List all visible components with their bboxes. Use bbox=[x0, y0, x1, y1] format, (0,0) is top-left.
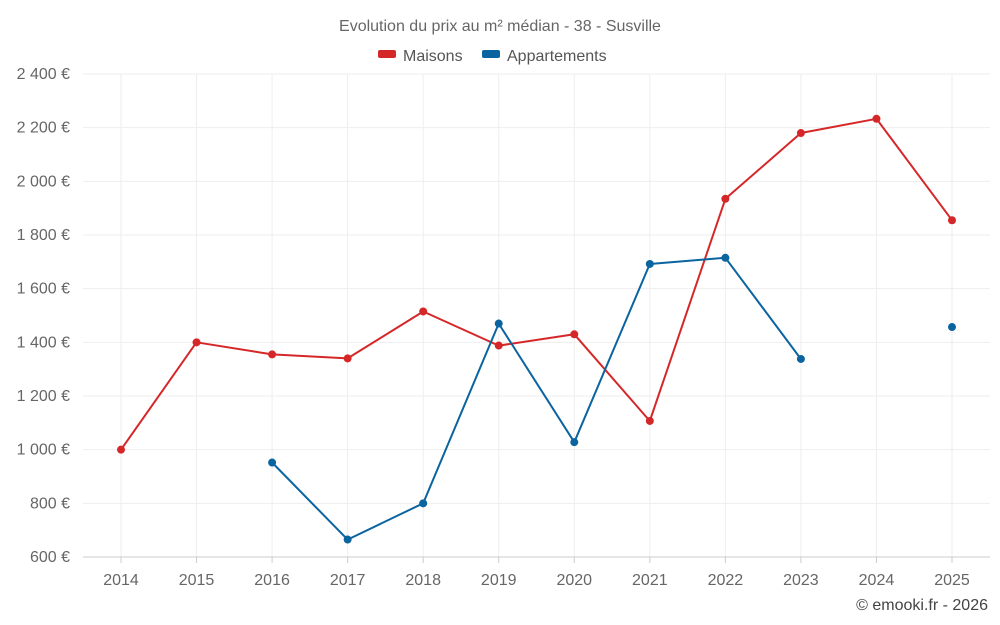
data-point-appartements[interactable] bbox=[721, 253, 730, 262]
y-tick-label: 1 400 € bbox=[17, 334, 70, 351]
x-tick-label: 2024 bbox=[859, 572, 895, 589]
data-point-maisons[interactable] bbox=[117, 445, 125, 454]
y-tick-label: 2 200 € bbox=[17, 120, 70, 137]
data-point-appartements[interactable] bbox=[494, 319, 503, 328]
data-point-appartements[interactable] bbox=[796, 354, 805, 363]
x-tick-label: 2015 bbox=[179, 572, 215, 589]
x-tick-label: 2018 bbox=[405, 572, 441, 589]
legend-item-appartements[interactable]: Appartements bbox=[482, 48, 607, 65]
data-point-appartements[interactable] bbox=[419, 499, 428, 508]
x-axis: 2014 2015 2016 2017 2018 2019 2020 2021 2022 2023… bbox=[83, 556, 990, 589]
x-tick-label: 2016 bbox=[254, 572, 290, 589]
x-tick-label: 2022 bbox=[708, 572, 744, 589]
y-tick-label: 1 000 € bbox=[17, 442, 70, 459]
data-point-appartements[interactable] bbox=[645, 259, 654, 268]
data-point-appartements[interactable] bbox=[343, 535, 352, 544]
legend: Maisons Appartements bbox=[378, 48, 607, 65]
data-point-appartements[interactable] bbox=[948, 323, 956, 332]
chart-title: Evolution du prix au m² médian - 38 - Su… bbox=[339, 18, 661, 35]
data-point-maisons[interactable] bbox=[192, 338, 201, 347]
y-tick-label: 600 € bbox=[30, 549, 70, 566]
y-tick-label: 2 400 € bbox=[17, 66, 70, 83]
data-point-appartements[interactable] bbox=[268, 458, 277, 467]
legend-swatch-appartements bbox=[482, 50, 500, 58]
series-line-appartements bbox=[271, 256, 802, 541]
gridlines bbox=[83, 73, 990, 558]
y-tick-label: 1 800 € bbox=[17, 227, 70, 244]
series-line-maisons bbox=[120, 117, 953, 451]
data-point-maisons[interactable] bbox=[721, 194, 730, 203]
series-layer bbox=[117, 114, 956, 544]
y-axis: 600 € 800 € 1 000 € 1 200 € 1 400 € 1 600 € 1 … bbox=[17, 66, 70, 566]
legend-label-maisons: Maisons bbox=[403, 48, 463, 65]
data-point-maisons[interactable] bbox=[645, 416, 654, 425]
series-appartements bbox=[268, 253, 956, 544]
credit-text: © emooki.fr - 2026 bbox=[856, 597, 988, 614]
y-tick-label: 800 € bbox=[30, 495, 70, 512]
x-tick-label: 2017 bbox=[330, 572, 366, 589]
legend-item-maisons[interactable]: Maisons bbox=[378, 48, 463, 65]
data-point-maisons[interactable] bbox=[268, 350, 277, 359]
x-tick-label: 2019 bbox=[481, 572, 517, 589]
series-maisons bbox=[117, 114, 956, 454]
x-tick-label: 2020 bbox=[556, 572, 592, 589]
legend-label-appartements: Appartements bbox=[507, 48, 607, 65]
data-point-maisons[interactable] bbox=[570, 330, 579, 339]
data-point-maisons[interactable] bbox=[419, 307, 428, 316]
x-tick-label: 2014 bbox=[103, 572, 139, 589]
data-point-maisons[interactable] bbox=[796, 129, 805, 138]
x-tick-label: 2023 bbox=[783, 572, 819, 589]
data-point-appartements[interactable] bbox=[570, 438, 579, 447]
y-tick-label: 1 600 € bbox=[17, 281, 70, 298]
y-tick-label: 2 000 € bbox=[17, 173, 70, 190]
x-tick-label: 2021 bbox=[632, 572, 668, 589]
y-tick-label: 1 200 € bbox=[17, 388, 70, 405]
data-point-maisons[interactable] bbox=[872, 114, 881, 123]
legend-swatch-maisons bbox=[378, 50, 396, 58]
data-point-maisons[interactable] bbox=[343, 354, 352, 363]
x-tick-label: 2025 bbox=[934, 572, 970, 589]
data-point-maisons[interactable] bbox=[494, 341, 503, 350]
data-point-maisons[interactable] bbox=[948, 216, 956, 225]
